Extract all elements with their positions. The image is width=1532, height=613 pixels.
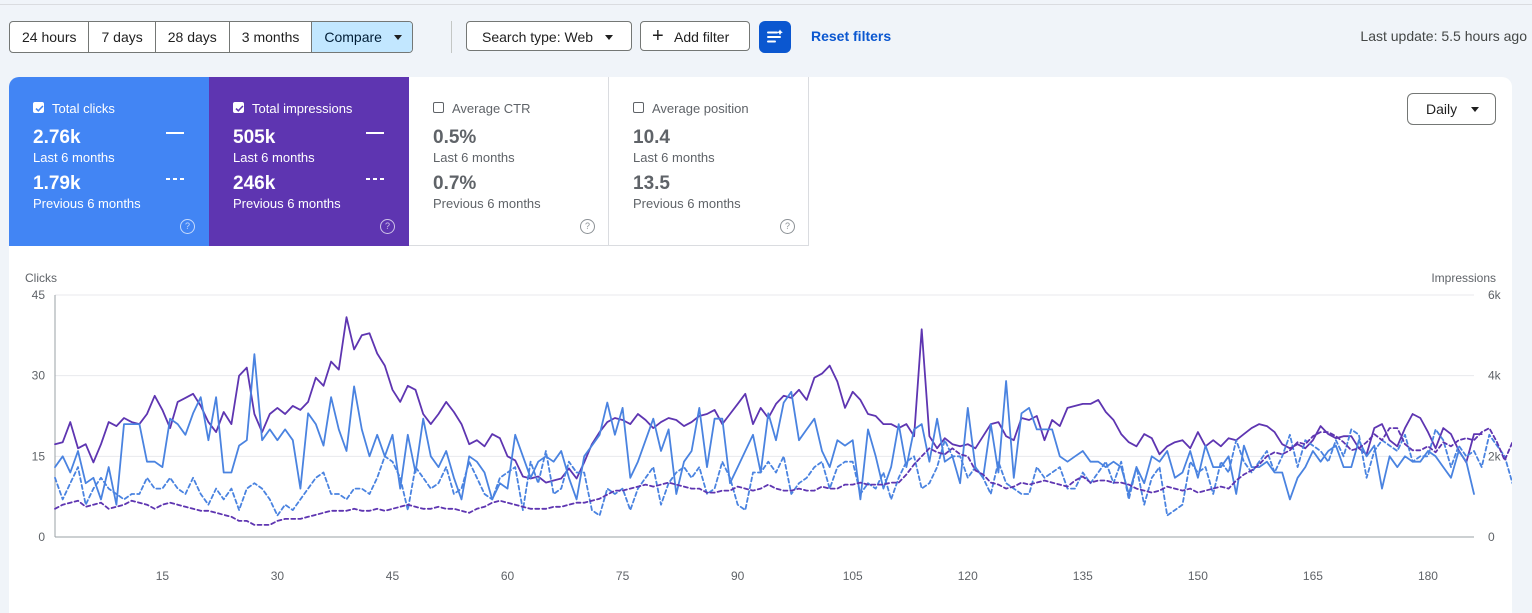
metric-label: Average CTR [452,101,531,116]
plus-icon: + [652,25,664,47]
clicks-previous-line [54,428,1512,517]
metric-previous-value: 1.79k [33,173,81,194]
help-icon[interactable]: ? [180,219,195,234]
x-tick-label: 30 [271,569,285,583]
x-tick-label: 15 [156,569,170,583]
metric-label: Total impressions [252,101,353,116]
metric-tile-impressions[interactable]: Total impressions 505k Last 6 months 246… [209,77,409,246]
x-tick-label: 90 [731,569,745,583]
x-tick-label: 75 [616,569,630,583]
dashed-line-legend-icon [166,178,184,180]
x-tick-label: 180 [1418,569,1438,583]
x-tick-label: 105 [843,569,863,583]
y-left-tick-label: 0 [38,530,45,544]
range-3-months-button[interactable]: 3 months [230,22,313,52]
metric-previous-period: Previous 6 months [433,196,541,211]
metric-value: 0.5% [433,127,477,148]
metric-tile-clicks[interactable]: Total clicks 2.76k Last 6 months 1.79k P… [9,77,209,246]
performance-card: Total clicks 2.76k Last 6 months 1.79k P… [9,77,1512,613]
add-filter-label: Add filter [674,29,730,45]
help-icon[interactable]: ? [580,219,595,234]
performance-chart: 0 15 30 45 0 2k 4k 6k Clicks Impressions 15 30 45 60 7… [25,271,1512,583]
y-right-tick-label: 4k [1488,369,1502,383]
x-tick-label: 135 [1073,569,1093,583]
checkbox-checked-icon[interactable] [233,102,244,113]
metric-label: Total clicks [52,101,115,116]
checkbox-unchecked-icon[interactable] [433,102,444,113]
x-tick-label: 165 [1303,569,1323,583]
impressions-current-line [54,316,1483,484]
compare-label: Compare [324,29,382,45]
help-icon[interactable]: ? [380,219,395,234]
y-right-tick-label: 6k [1488,288,1502,302]
compare-button[interactable]: Compare [312,22,412,52]
toolbar-divider [451,21,452,53]
y-right-tick-label: 2k [1488,449,1502,463]
metric-previous-period: Previous 6 months [233,196,341,211]
x-tick-label: 120 [958,569,978,583]
chevron-down-icon [605,34,614,40]
metric-label: Average position [652,101,749,116]
metric-value: 10.4 [633,127,670,148]
search-type-dropdown[interactable]: Search type: Web [466,21,632,51]
y-right-axis-title: Impressions [1431,271,1496,285]
x-tick-label: 45 [386,569,400,583]
y-left-axis-title: Clicks [25,271,57,285]
metric-period: Last 6 months [33,150,115,165]
metric-tile-position[interactable]: Average position 10.4 Last 6 months 13.5… [609,77,809,246]
granularity-label: Daily [1426,101,1458,117]
metric-previous-value: 13.5 [633,173,670,194]
range-7-days-button[interactable]: 7 days [89,22,156,52]
granularity-dropdown[interactable]: Daily [1407,93,1496,125]
x-tick-label: 150 [1188,569,1208,583]
top-divider [0,4,1532,5]
y-left-tick-label: 30 [32,369,46,383]
impressions-previous-line [54,427,1512,526]
checkbox-unchecked-icon[interactable] [633,102,644,113]
filter-settings-button[interactable] [759,21,791,53]
metric-value: 2.76k [33,127,81,148]
chevron-down-icon [393,34,402,40]
y-left-tick-label: 45 [32,288,46,302]
date-range-selector: 24 hours 7 days 28 days 3 months Compare [9,21,413,53]
reset-filters-link[interactable]: Reset filters [811,28,892,44]
range-24-hours-button[interactable]: 24 hours [10,22,90,52]
chevron-down-icon [1471,106,1480,112]
metric-period: Last 6 months [433,150,515,165]
y-left-tick-label: 15 [32,449,46,463]
metric-previous-period: Previous 6 months [633,196,741,211]
metric-previous-value: 246k [233,173,276,194]
dashed-line-legend-icon [366,178,384,180]
clicks-current-line [54,353,1475,506]
solid-line-legend-icon [166,132,184,134]
y-right-tick-label: 0 [1488,530,1495,544]
add-filter-button[interactable]: + Add filter [640,21,750,51]
metric-previous-value: 0.7% [433,173,477,194]
x-tick-label: 60 [501,569,515,583]
last-update-text: Last update: 5.5 hours ago [1360,28,1527,44]
help-icon[interactable]: ? [780,219,795,234]
search-type-label: Search type: Web [482,29,594,45]
metric-period: Last 6 months [633,150,715,165]
metric-value: 505k [233,127,276,148]
metric-previous-period: Previous 6 months [33,196,141,211]
checkbox-checked-icon[interactable] [33,102,44,113]
metric-tile-ctr[interactable]: Average CTR 0.5% Last 6 months 0.7% Prev… [409,77,609,246]
metric-period: Last 6 months [233,150,315,165]
solid-line-legend-icon [366,132,384,134]
filter-list-icon [767,29,783,43]
range-28-days-button[interactable]: 28 days [156,22,230,52]
